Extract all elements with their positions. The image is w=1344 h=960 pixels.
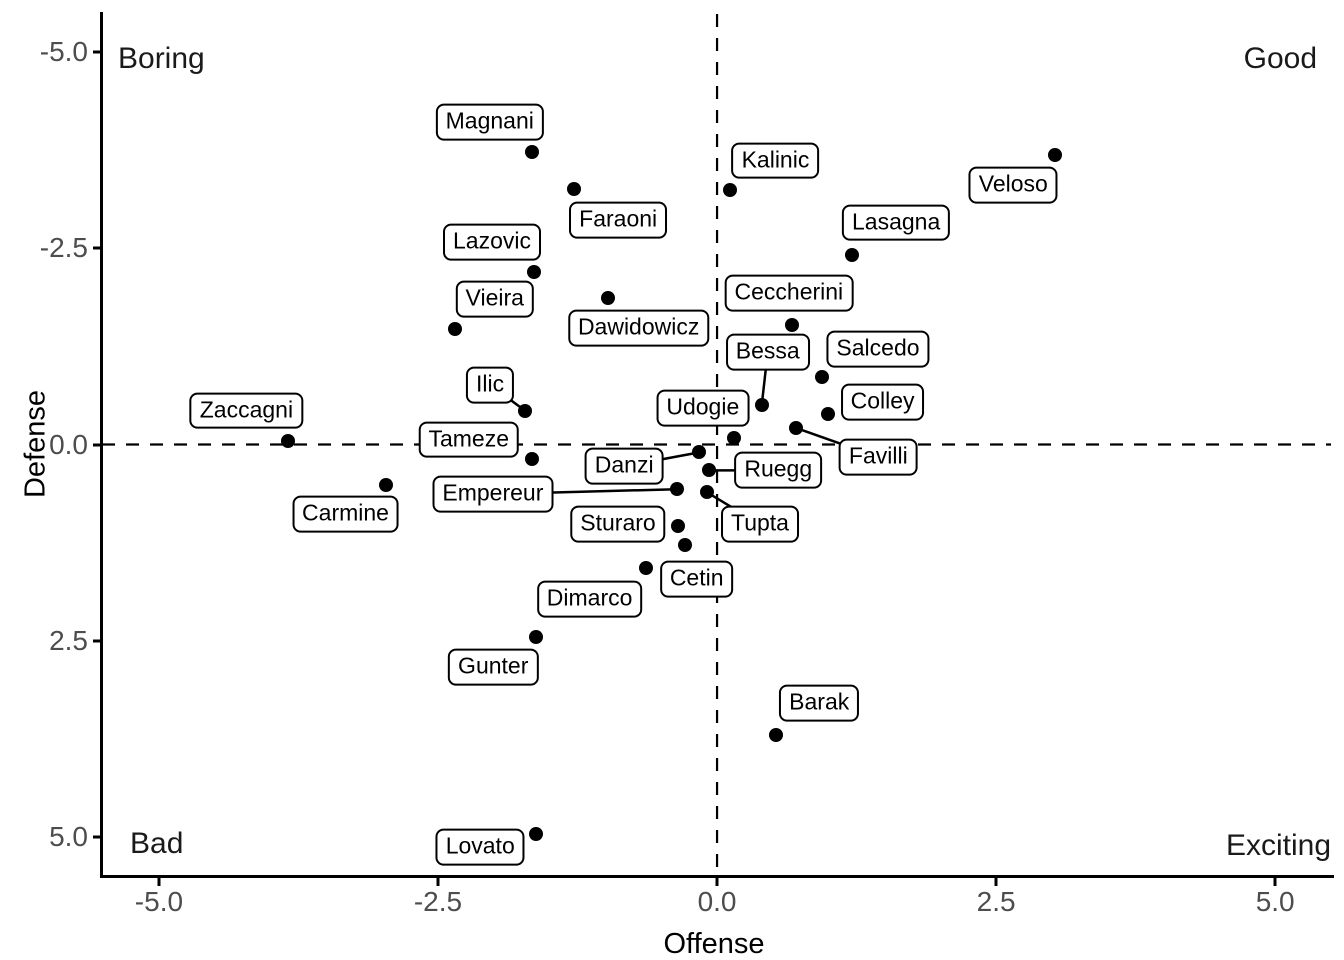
data-point-tupta: [700, 485, 714, 500]
point-label-lazovic: Lazovic: [442, 223, 541, 261]
data-point-faraoni: [567, 181, 582, 196]
data-point-lovato: [529, 827, 544, 842]
point-label-tameze: Tameze: [418, 421, 520, 458]
point-label-dimarco: Dimarco: [536, 581, 643, 618]
point-label-danzi: Danzi: [584, 447, 664, 485]
x-tick-mark: [1273, 878, 1277, 886]
x-tick-label: 5.0: [1255, 886, 1295, 917]
point-label-vieira: Vieira: [455, 280, 534, 318]
data-point-kalinic: [723, 182, 738, 197]
point-label-udogie: Udogie: [656, 389, 750, 427]
point-label-faraoni: Faraoni: [569, 201, 668, 239]
y-tick-mark: [93, 639, 101, 643]
y-tick-label: 5.0: [49, 820, 88, 852]
point-label-veloso: Veloso: [968, 166, 1058, 204]
point-label-dawidowicz: Dawidowicz: [567, 309, 710, 347]
y-tick-label: 0.0: [49, 428, 88, 460]
point-label-gunter: Gunter: [448, 649, 539, 686]
data-point-ruegg: [702, 463, 717, 478]
data-point-favilli: [789, 421, 804, 436]
y-axis-line: [100, 12, 103, 878]
point-label-carmine: Carmine: [292, 495, 399, 533]
data-point-magnani: [524, 145, 539, 159]
x-axis-title: Offense: [663, 928, 765, 960]
point-label-ruegg: Ruegg: [734, 452, 823, 489]
point-label-ilic: Ilic: [465, 366, 515, 404]
y-tick-label: -2.5: [39, 232, 88, 264]
x-tick-label: -2.5: [413, 886, 463, 917]
point-label-empereur: Empereur: [432, 475, 554, 513]
data-point-tameze: [524, 451, 539, 466]
x-tick-label: 0.0: [697, 886, 737, 917]
annotation-bad: Bad: [130, 827, 184, 860]
y-tick-mark: [93, 50, 101, 54]
point-label-sturaro: Sturaro: [570, 505, 666, 543]
point-label-lovato: Lovato: [435, 828, 525, 866]
data-point-lasagna: [845, 247, 860, 262]
point-label-colley: Colley: [840, 383, 925, 421]
x-tick-mark: [436, 878, 440, 886]
plot-panel: Magnani Veloso Kalinic Faraoni Lasagna Lazovi…: [102, 14, 1331, 875]
point-label-salcedo: Salcedo: [826, 330, 930, 368]
data-point-ceccherini: [784, 318, 799, 333]
y-tick-mark: [93, 835, 101, 839]
data-point-vieira: [447, 322, 462, 337]
data-point-zaccagni: [281, 433, 296, 448]
data-point-bessa: [754, 398, 769, 413]
point-label-zaccagni: Zaccagni: [189, 392, 304, 429]
data-point-salcedo: [814, 370, 829, 385]
point-label-bessa: Bessa: [725, 333, 810, 371]
data-point-dawidowicz: [600, 290, 615, 305]
data-point-gunter: [529, 630, 544, 645]
data-point-dimarco: [638, 561, 653, 576]
point-label-magnani: Magnani: [435, 103, 544, 141]
data-point-cetin: [677, 537, 692, 552]
data-point-sturaro: [670, 519, 685, 534]
data-point-colley: [820, 406, 835, 421]
data-point-barak: [769, 728, 784, 743]
y-tick-label: 2.5: [49, 624, 88, 656]
point-label-ceccherini: Ceccherini: [724, 274, 854, 312]
data-point-veloso: [1048, 148, 1063, 163]
point-label-lasagna: Lasagna: [842, 204, 951, 242]
x-tick-mark: [157, 878, 161, 886]
point-label-kalinic: Kalinic: [731, 142, 820, 180]
annotation-exciting: Exciting: [1225, 829, 1331, 862]
annotation-boring: Boring: [118, 42, 205, 75]
data-point-lazovic: [526, 264, 541, 279]
point-label-cetin: Cetin: [659, 560, 734, 598]
y-tick-mark: [93, 246, 101, 250]
point-label-barak: Barak: [779, 685, 860, 722]
y-tick-label: -5.0: [39, 36, 88, 68]
x-tick-label: -5.0: [134, 886, 184, 917]
data-point-empereur: [669, 482, 684, 497]
point-label-tupta: Tupta: [721, 505, 799, 543]
x-tick-mark: [994, 878, 998, 886]
data-point-carmine: [378, 478, 393, 493]
point-label-favilli: Favilli: [838, 438, 918, 476]
x-tick-label: 2.5: [976, 886, 1016, 917]
annotation-good: Good: [1243, 42, 1317, 75]
data-point-udogie: [726, 431, 741, 446]
x-tick-mark: [715, 878, 719, 886]
data-point-danzi: [692, 445, 707, 460]
x-axis-line: [100, 875, 1334, 878]
y-tick-mark: [93, 443, 101, 446]
data-point-ilic: [518, 403, 533, 418]
y-axis-title: Defense: [19, 389, 52, 499]
